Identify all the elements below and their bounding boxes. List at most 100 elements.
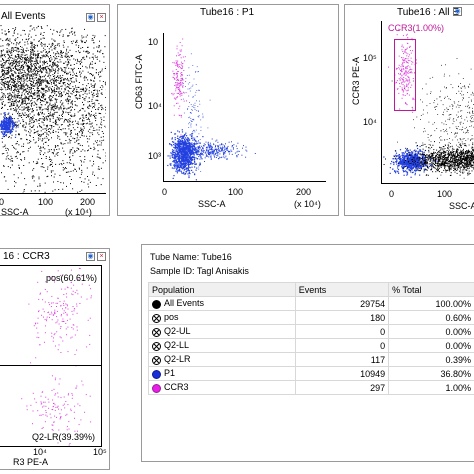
y-tick: 10⁵ — [363, 53, 377, 63]
population-color-icon — [152, 299, 161, 309]
plot-title: Tube16 : All E — [397, 7, 459, 18]
quadrant-divider[interactable] — [0, 365, 101, 366]
population-name: CCR3 — [164, 382, 189, 393]
events-cell: 180 — [294, 310, 390, 325]
sample-id-line: Sample ID: Tagl Anisakis — [150, 266, 249, 276]
pos-gate-label: pos(60.61%) — [46, 273, 98, 283]
crossed-circle-icon — [152, 355, 161, 365]
y-tick: 10³ — [148, 151, 162, 161]
tube-name-label: Tube Name: — [150, 252, 200, 262]
percent-total-cell: 1.00% — [388, 380, 474, 395]
population-statistics-window: Tube Name: Tube16 Sample ID: Tagl Anisak… — [141, 244, 474, 462]
y-axis-label: CCR3 PE-A — [351, 56, 361, 105]
crossed-circle-icon — [152, 341, 161, 351]
population-cell: pos — [148, 310, 296, 325]
events-cell: 117 — [294, 352, 390, 367]
table-row[interactable]: Q2-LL 0 0.00% — [148, 338, 474, 353]
sample-id-label: Sample ID: — [150, 266, 195, 276]
y-axis-label: CD63 FITC-A — [134, 54, 144, 109]
tube-name-value: Tube16 — [201, 252, 232, 262]
x-axis-label: SSC-A — [198, 199, 226, 209]
population-cell: P1 — [148, 366, 296, 381]
x-tick: 0 — [0, 197, 5, 207]
scatter-plot-area[interactable]: pos(60.61%) Q2-LR(39.39%) — [0, 265, 102, 447]
population-color-icon — [152, 383, 161, 393]
events-cell: 0 — [294, 324, 390, 339]
population-name: Q2-UL — [164, 326, 191, 337]
crossed-circle-icon — [152, 327, 161, 337]
y-tick: 10 — [148, 37, 159, 47]
table-row[interactable]: Q2-UL 0 0.00% — [148, 324, 474, 339]
plot-title: Tube16 : P1 — [200, 7, 255, 18]
plot-title: All Events — [1, 11, 46, 22]
population-name: pos — [164, 312, 179, 323]
events-cell: 297 — [294, 380, 390, 395]
events-cell: 0 — [294, 338, 390, 353]
events-cell: 10949 — [294, 366, 390, 381]
population-cell: All Events — [148, 296, 296, 311]
sample-id-value: Tagl Anisakis — [196, 266, 249, 276]
x-tick: 100 — [437, 189, 453, 199]
population-name: All Events — [164, 298, 205, 309]
crossed-circle-icon — [152, 313, 161, 323]
population-cell: Q2-LR — [148, 352, 296, 367]
x-tick: 10⁵ — [93, 447, 107, 457]
percent-total-cell: 0.00% — [388, 338, 474, 353]
events-cell: 29754 — [294, 296, 390, 311]
percent-total-cell: 100.00% — [388, 296, 474, 311]
percent-total-cell: 0.60% — [388, 310, 474, 325]
x-axis-exponent: (x 10⁴) — [294, 199, 321, 209]
y-tick: 10⁴ — [363, 117, 377, 127]
x-axis-exponent: (x 10⁴) — [65, 207, 92, 217]
close-icon[interactable]: × — [97, 252, 106, 261]
x-tick: 10⁴ — [33, 447, 47, 457]
x-tick: 200 — [80, 197, 96, 207]
y-tick: 10⁴ — [148, 101, 162, 111]
population-cell: Q2-UL — [148, 324, 296, 339]
q2-lr-gate-label: Q2-LR(39.39%) — [32, 432, 96, 442]
ccr3-quadrant-plot-window: 16 : CCR3 ◉ × pos(60.61%) Q2-LR(39.39%) … — [0, 248, 110, 470]
p1-plot-window: Tube16 : P1 CD63 FITC-A 10 10⁴ 10³ 0 100… — [117, 4, 339, 216]
table-header-row: Population Events % Total — [148, 282, 474, 297]
percent-total-cell: 0.00% — [388, 324, 474, 339]
column-header-population[interactable]: Population — [148, 282, 296, 297]
population-name: P1 — [164, 368, 176, 379]
x-axis-label: R3 PE-A — [13, 457, 49, 467]
x-axis-label: SSC-A — [449, 201, 474, 211]
percent-total-cell: 36.80% — [388, 366, 474, 381]
settings-icon[interactable]: ◉ — [86, 13, 95, 22]
x-tick: 0 — [162, 187, 168, 197]
event-dots — [0, 25, 106, 193]
table-row[interactable]: Q2-LR 117 0.39% — [148, 352, 474, 367]
tube-name-line: Tube Name: Tube16 — [150, 252, 232, 262]
all-events-plot-window: All Events ◉ × 0 100 200 SSC-A (x 10⁴) — [0, 4, 110, 217]
plot-title: 16 : CCR3 — [3, 251, 50, 262]
table-row[interactable]: P1 10949 36.80% — [148, 366, 474, 381]
scatter-plot-area[interactable] — [0, 25, 106, 194]
population-color-icon — [152, 369, 161, 379]
table-row[interactable]: CCR3 297 1.00% — [148, 380, 474, 395]
all-events-ccr3-plot-window: Tube16 : All E ◉ CCR3 PE-A 10⁵ 10⁴ CCR3(… — [344, 4, 474, 216]
ccr3-gate-label: CCR3(1.00%) — [388, 23, 445, 33]
population-cell: Q2-LL — [148, 338, 296, 353]
population-cell: CCR3 — [148, 380, 296, 395]
population-table: Population Events % Total All Events 2975… — [148, 282, 474, 395]
table-row[interactable]: pos 180 0.60% — [148, 310, 474, 325]
close-icon[interactable]: × — [97, 13, 106, 22]
population-name: Q2-LR — [164, 354, 191, 365]
settings-icon[interactable]: ◉ — [453, 7, 462, 16]
population-name: Q2-LL — [164, 340, 190, 351]
ccr3-gate[interactable] — [394, 39, 416, 111]
x-tick: 100 — [38, 197, 54, 207]
column-header-percent-total[interactable]: % Total — [388, 282, 474, 297]
event-dots — [167, 38, 256, 181]
table-row[interactable]: All Events 29754 100.00% — [148, 296, 474, 311]
x-tick: 0 — [389, 189, 395, 199]
column-header-events[interactable]: Events — [294, 282, 390, 297]
x-tick: 200 — [296, 187, 312, 197]
scatter-plot-area[interactable]: CCR3(1.00%) — [381, 21, 474, 184]
x-axis-label: SSC-A — [1, 207, 29, 217]
settings-icon[interactable]: ◉ — [86, 252, 95, 261]
scatter-plot-area[interactable] — [163, 33, 326, 182]
x-tick: 100 — [228, 187, 244, 197]
